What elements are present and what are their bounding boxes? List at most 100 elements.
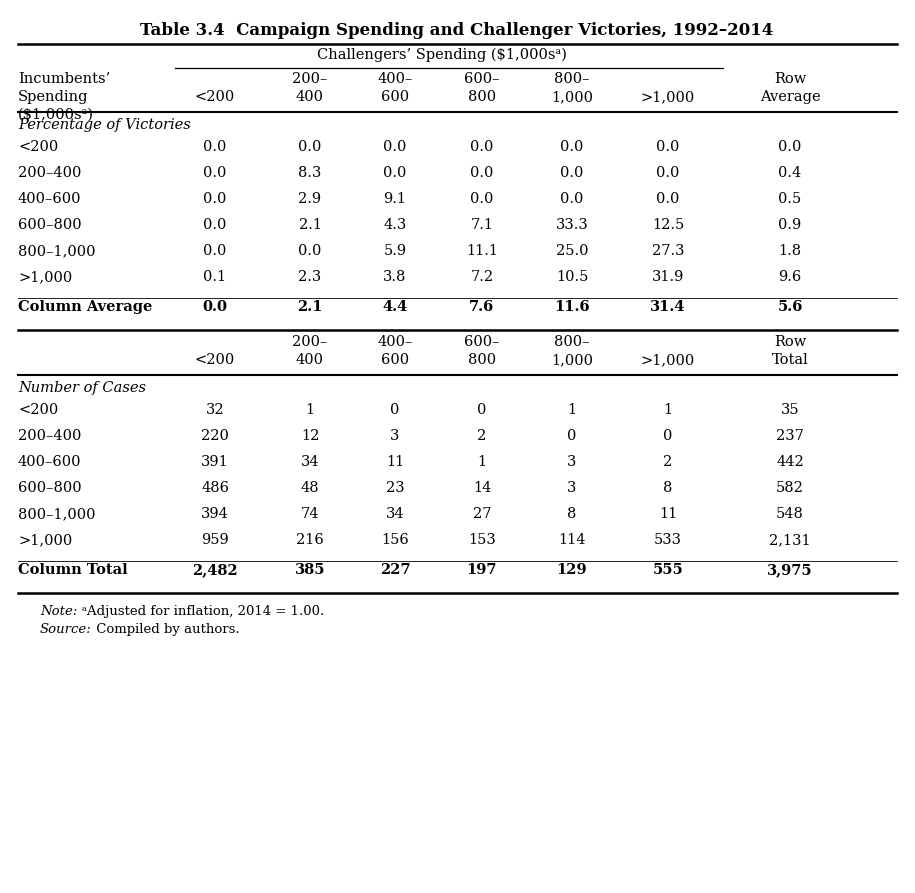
Text: 31.4: 31.4 bbox=[651, 300, 685, 314]
Text: 1: 1 bbox=[663, 403, 673, 417]
Text: 227: 227 bbox=[380, 563, 410, 577]
Text: Total: Total bbox=[771, 353, 808, 367]
Text: 0.0: 0.0 bbox=[656, 166, 680, 180]
Text: 0: 0 bbox=[567, 429, 576, 443]
Text: 11: 11 bbox=[659, 507, 677, 521]
Text: 3: 3 bbox=[567, 481, 576, 495]
Text: 959: 959 bbox=[201, 533, 229, 547]
Text: 800–: 800– bbox=[554, 335, 590, 349]
Text: 400–600: 400–600 bbox=[18, 192, 81, 206]
Text: 2: 2 bbox=[663, 455, 673, 469]
Text: 0.0: 0.0 bbox=[298, 140, 322, 154]
Text: Spending: Spending bbox=[18, 90, 89, 104]
Text: 8: 8 bbox=[663, 481, 673, 495]
Text: 3: 3 bbox=[567, 455, 576, 469]
Text: 11.1: 11.1 bbox=[466, 244, 498, 258]
Text: 12.5: 12.5 bbox=[651, 218, 684, 232]
Text: ᵃAdjusted for inflation, 2014 = 1.00.: ᵃAdjusted for inflation, 2014 = 1.00. bbox=[82, 605, 324, 618]
Text: 237: 237 bbox=[776, 429, 804, 443]
Text: >1,000: >1,000 bbox=[18, 270, 72, 284]
Text: 33.3: 33.3 bbox=[555, 218, 588, 232]
Text: 0.0: 0.0 bbox=[203, 140, 227, 154]
Text: 35: 35 bbox=[780, 403, 800, 417]
Text: 0.1: 0.1 bbox=[203, 270, 227, 284]
Text: 2.1: 2.1 bbox=[297, 300, 323, 314]
Text: 2.3: 2.3 bbox=[298, 270, 322, 284]
Text: Number of Cases: Number of Cases bbox=[18, 381, 146, 395]
Text: Row: Row bbox=[774, 72, 806, 86]
Text: <200: <200 bbox=[195, 90, 235, 104]
Text: 0.0: 0.0 bbox=[383, 166, 406, 180]
Text: 3: 3 bbox=[391, 429, 400, 443]
Text: 2: 2 bbox=[478, 429, 487, 443]
Text: 1: 1 bbox=[478, 455, 487, 469]
Text: 800: 800 bbox=[468, 90, 496, 104]
Text: 197: 197 bbox=[467, 563, 497, 577]
Text: 2,482: 2,482 bbox=[192, 563, 238, 577]
Text: 2.9: 2.9 bbox=[298, 192, 321, 206]
Text: 0.0: 0.0 bbox=[656, 140, 680, 154]
Text: 0.0: 0.0 bbox=[202, 300, 228, 314]
Text: 0.9: 0.9 bbox=[779, 218, 802, 232]
Text: 2.1: 2.1 bbox=[298, 218, 321, 232]
Text: 48: 48 bbox=[301, 481, 319, 495]
Text: 27.3: 27.3 bbox=[651, 244, 684, 258]
Text: >1,000: >1,000 bbox=[18, 533, 72, 547]
Text: 582: 582 bbox=[776, 481, 804, 495]
Text: 8: 8 bbox=[567, 507, 576, 521]
Text: 394: 394 bbox=[201, 507, 229, 521]
Text: 12: 12 bbox=[301, 429, 319, 443]
Text: 800–1,000: 800–1,000 bbox=[18, 244, 95, 258]
Text: 200–400: 200–400 bbox=[18, 429, 81, 443]
Text: 5.9: 5.9 bbox=[383, 244, 406, 258]
Text: ($1,000sᵃ): ($1,000sᵃ) bbox=[18, 108, 94, 122]
Text: 400–: 400– bbox=[377, 72, 413, 86]
Text: 9.6: 9.6 bbox=[779, 270, 802, 284]
Text: 400–600: 400–600 bbox=[18, 455, 81, 469]
Text: 1: 1 bbox=[567, 403, 576, 417]
Text: 600–800: 600–800 bbox=[18, 481, 81, 495]
Text: 0: 0 bbox=[478, 403, 487, 417]
Text: 0.0: 0.0 bbox=[383, 140, 406, 154]
Text: <200: <200 bbox=[18, 403, 59, 417]
Text: 400: 400 bbox=[296, 353, 324, 367]
Text: Percentage of Victories: Percentage of Victories bbox=[18, 118, 190, 132]
Text: 220: 220 bbox=[201, 429, 229, 443]
Text: 385: 385 bbox=[295, 563, 325, 577]
Text: 7.2: 7.2 bbox=[470, 270, 493, 284]
Text: 2,131: 2,131 bbox=[770, 533, 811, 547]
Text: 0.5: 0.5 bbox=[779, 192, 802, 206]
Text: Column Average: Column Average bbox=[18, 300, 153, 314]
Text: 114: 114 bbox=[558, 533, 586, 547]
Text: 7.6: 7.6 bbox=[469, 300, 495, 314]
Text: 1,000: 1,000 bbox=[551, 90, 593, 104]
Text: <200: <200 bbox=[195, 353, 235, 367]
Text: Note:: Note: bbox=[40, 605, 78, 618]
Text: 11: 11 bbox=[386, 455, 404, 469]
Text: >1,000: >1,000 bbox=[640, 353, 695, 367]
Text: 5.6: 5.6 bbox=[778, 300, 802, 314]
Text: 129: 129 bbox=[556, 563, 587, 577]
Text: 0.0: 0.0 bbox=[560, 192, 584, 206]
Text: 0.0: 0.0 bbox=[203, 166, 227, 180]
Text: 156: 156 bbox=[382, 533, 409, 547]
Text: 400: 400 bbox=[296, 90, 324, 104]
Text: Table 3.4  Campaign Spending and Challenger Victories, 1992–2014: Table 3.4 Campaign Spending and Challeng… bbox=[140, 22, 773, 39]
Text: 153: 153 bbox=[468, 533, 496, 547]
Text: 0.0: 0.0 bbox=[203, 244, 227, 258]
Text: 600: 600 bbox=[381, 353, 409, 367]
Text: 0: 0 bbox=[663, 429, 673, 443]
Text: 600–800: 600–800 bbox=[18, 218, 81, 232]
Text: 216: 216 bbox=[296, 533, 324, 547]
Text: 533: 533 bbox=[654, 533, 682, 547]
Text: Average: Average bbox=[759, 90, 821, 104]
Text: 4.4: 4.4 bbox=[382, 300, 407, 314]
Text: Incumbents’: Incumbents’ bbox=[18, 72, 110, 86]
Text: 3.8: 3.8 bbox=[383, 270, 406, 284]
Text: 1,000: 1,000 bbox=[551, 353, 593, 367]
Text: 23: 23 bbox=[386, 481, 404, 495]
Text: 800: 800 bbox=[468, 353, 496, 367]
Text: 200–400: 200–400 bbox=[18, 166, 81, 180]
Text: 7.1: 7.1 bbox=[470, 218, 493, 232]
Text: 1.8: 1.8 bbox=[779, 244, 802, 258]
